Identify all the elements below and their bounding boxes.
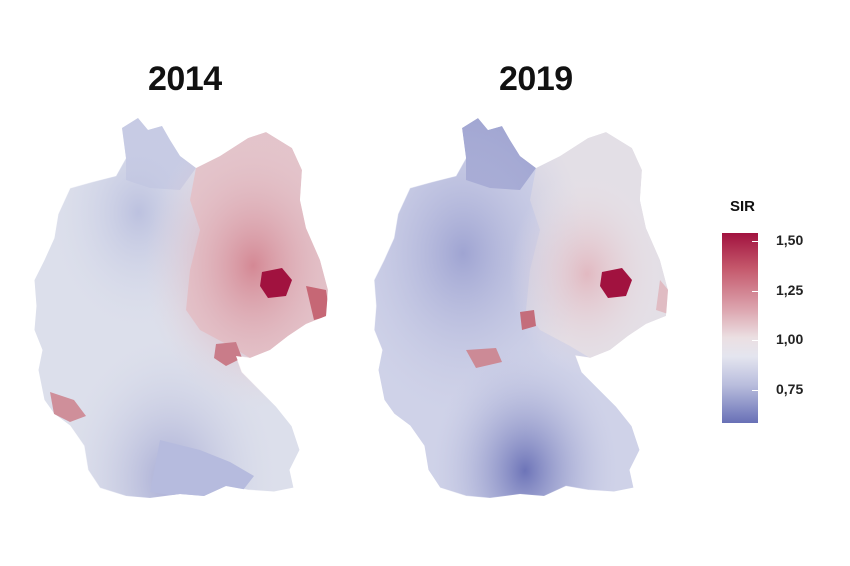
legend-label-075: 0,75 (776, 381, 804, 397)
germany-map-2019 (373, 117, 669, 499)
legend-tick (752, 241, 758, 242)
legend-label-100: 1,00 (776, 331, 804, 347)
map-title-2014: 2014 (148, 60, 222, 98)
legend-label-150: 1,50 (776, 232, 804, 248)
legend-title: SIR (730, 198, 756, 215)
legend-tick (752, 291, 758, 292)
germany-map-2014 (33, 117, 329, 499)
hotspot-2019 (600, 268, 632, 298)
legend-tick (752, 390, 758, 391)
map-title-2019: 2019 (499, 60, 573, 98)
legend-colorbar (722, 233, 758, 423)
hotspot-2014 (260, 268, 292, 298)
legend-label-125: 1,25 (776, 282, 804, 298)
legend-tick (752, 340, 758, 341)
